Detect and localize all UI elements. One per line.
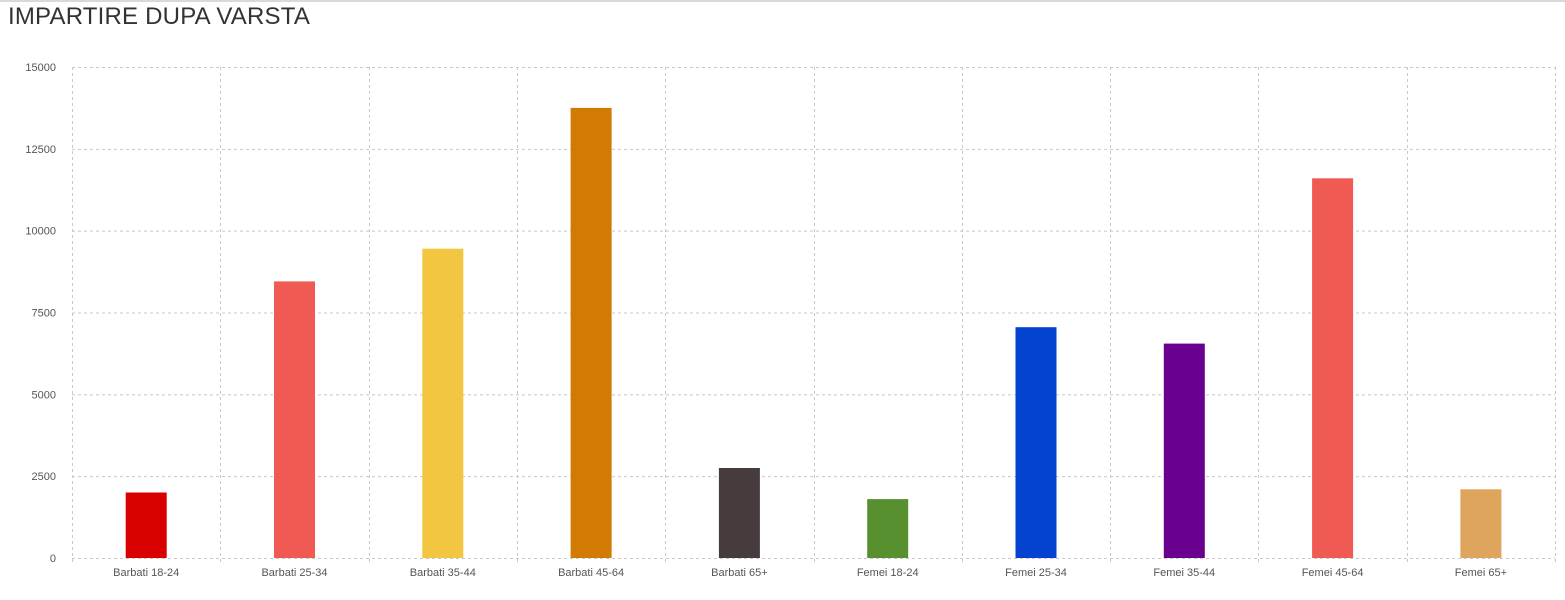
bar[interactable] xyxy=(867,499,909,558)
bar[interactable] xyxy=(1312,178,1354,559)
x-tick-label: Femei 45-64 xyxy=(1302,567,1364,579)
y-tick-label: 7500 xyxy=(32,308,56,320)
x-tick-label: Femei 18-24 xyxy=(857,567,919,579)
x-tick-label: Barbati 45-64 xyxy=(558,567,624,579)
x-tick-label: Barbati 65+ xyxy=(711,567,768,579)
y-axis: 0 2500 5000 7500 10000 12500 15000 xyxy=(25,62,56,565)
bar[interactable] xyxy=(1163,343,1205,558)
y-tick-label: 12500 xyxy=(25,144,56,156)
bar[interactable] xyxy=(1460,489,1502,558)
y-tick-label: 5000 xyxy=(32,389,56,401)
grid-lines xyxy=(72,67,1556,564)
bar[interactable] xyxy=(718,468,760,558)
bar[interactable] xyxy=(125,492,167,559)
chart-title: IMPARTIRE DUPA VARSTA xyxy=(8,3,311,30)
x-tick-label: Barbati 18-24 xyxy=(113,567,179,579)
bar[interactable] xyxy=(422,248,464,558)
x-tick-label: Barbati 25-34 xyxy=(261,567,327,579)
x-tick-label: Femei 65+ xyxy=(1455,567,1507,579)
y-tick-label: 0 xyxy=(50,553,56,565)
y-tick-label: 10000 xyxy=(25,226,56,238)
y-tick-label: 15000 xyxy=(25,62,56,74)
y-tick-label: 2500 xyxy=(32,471,56,483)
bar[interactable] xyxy=(274,281,315,558)
x-axis: Barbati 18-24 Barbati 25-34 Barbati 35-44 B… xyxy=(113,567,1507,579)
bar[interactable] xyxy=(1015,327,1057,558)
bar[interactable] xyxy=(570,107,612,559)
x-tick-label: Barbati 35-44 xyxy=(410,567,476,579)
bars xyxy=(125,107,1502,559)
x-tick-label: Femei 35-44 xyxy=(1153,567,1215,579)
x-tick-label: Femei 25-34 xyxy=(1005,567,1067,579)
top-divider xyxy=(0,0,1565,2)
